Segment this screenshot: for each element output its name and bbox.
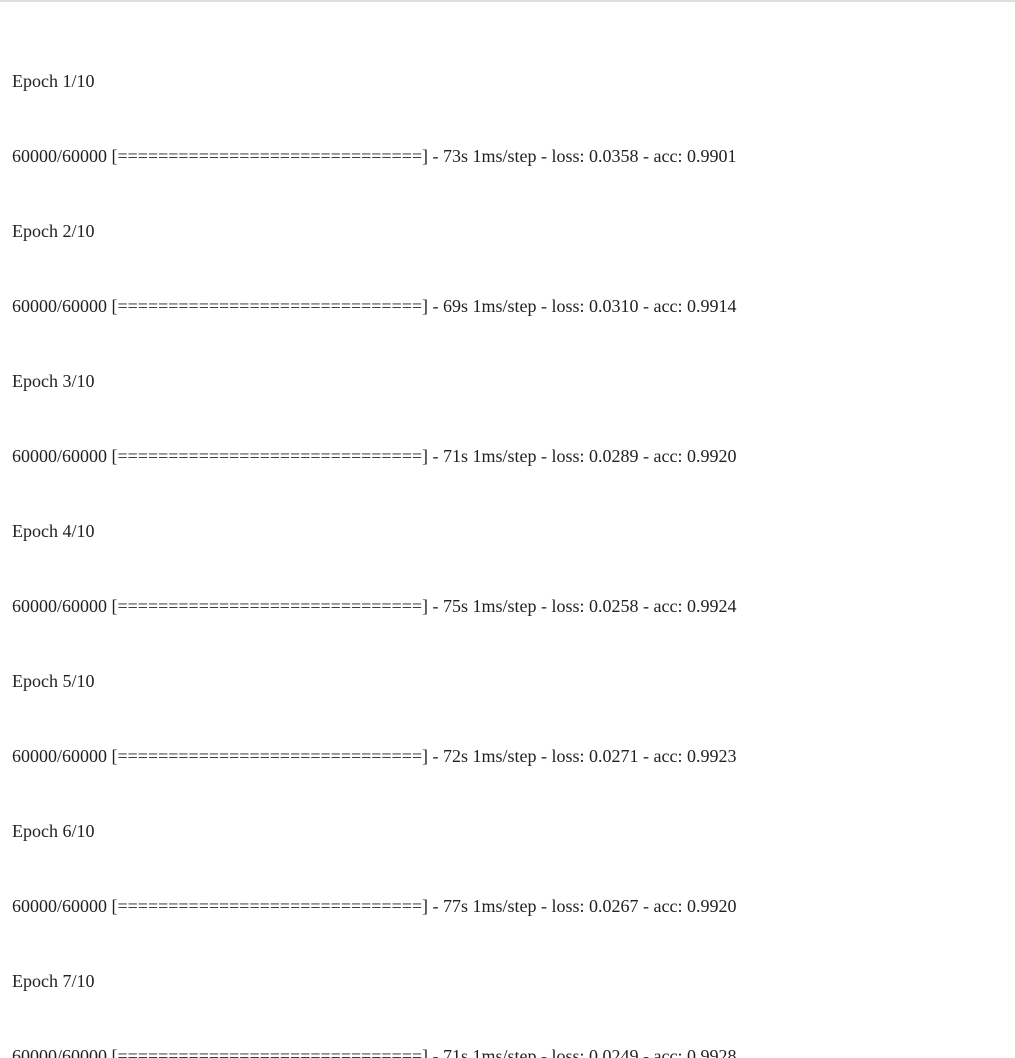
epoch-header: Epoch 3/10 bbox=[12, 371, 95, 391]
epoch-header: Epoch 5/10 bbox=[12, 671, 95, 691]
progress-line: 60000/60000 [===========================… bbox=[12, 896, 737, 916]
epoch-header: Epoch 1/10 bbox=[12, 71, 95, 91]
progress-line: 60000/60000 [===========================… bbox=[12, 146, 737, 166]
progress-line: 60000/60000 [===========================… bbox=[12, 596, 737, 616]
progress-line: 60000/60000 [===========================… bbox=[12, 446, 737, 466]
epoch-header: Epoch 6/10 bbox=[12, 821, 95, 841]
progress-line: 60000/60000 [===========================… bbox=[12, 746, 737, 766]
progress-line: 60000/60000 [===========================… bbox=[12, 1046, 737, 1058]
epoch-header: Epoch 7/10 bbox=[12, 971, 95, 991]
training-log: Epoch 1/10 60000/60000 [================… bbox=[12, 19, 737, 1058]
progress-line: 60000/60000 [===========================… bbox=[12, 296, 737, 316]
epoch-header: Epoch 2/10 bbox=[12, 221, 95, 241]
epoch-header: Epoch 4/10 bbox=[12, 521, 95, 541]
